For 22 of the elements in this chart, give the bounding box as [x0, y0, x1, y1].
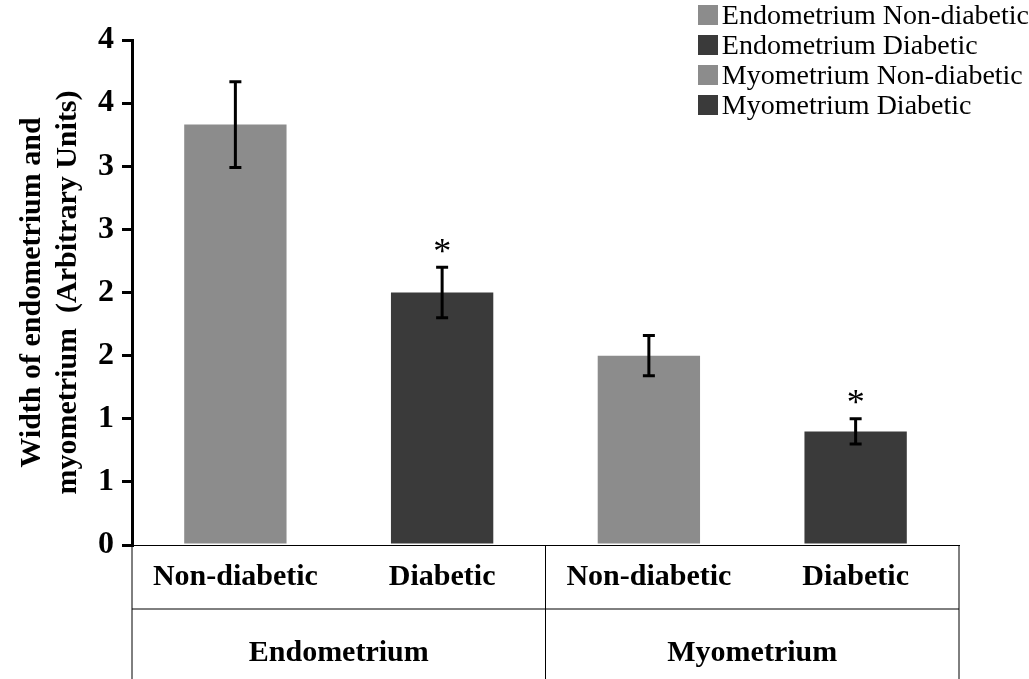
text: Myometrium [667, 633, 838, 667]
annotation: * [846, 382, 865, 423]
y-tick-label: 4 [98, 82, 114, 119]
x-tick-label: Diabetic [388, 557, 496, 591]
y-axis-title: Width of endometrium and myometrium (Arbitrary Units) [12, 90, 83, 495]
x-tick-label: Diabetic [802, 557, 909, 591]
legend-label: Myometrium Diabetic [721, 89, 972, 120]
text: Endometrium [248, 633, 429, 667]
legend-label: Endometrium Diabetic [721, 29, 978, 60]
y-tick-label: 2 [98, 334, 114, 371]
legend-label: Endometrium Non-diabetic [721, 0, 1029, 30]
annotation: * [433, 230, 452, 271]
y-tick-label: 3 [98, 145, 114, 182]
x-tick-label: Non-diabetic [152, 557, 318, 591]
legend-label: Myometrium Non-diabetic [721, 59, 1023, 90]
y-tick-label: 1 [98, 398, 114, 435]
y-tick-label: 1 [98, 461, 114, 498]
y-tick-label: 3 [98, 208, 114, 245]
x-tick-label: Non-diabetic [566, 557, 732, 591]
y-tick-label: 2 [98, 271, 114, 308]
y-tick-label: 0 [98, 524, 114, 561]
y-tick-label: 4 [98, 19, 114, 56]
